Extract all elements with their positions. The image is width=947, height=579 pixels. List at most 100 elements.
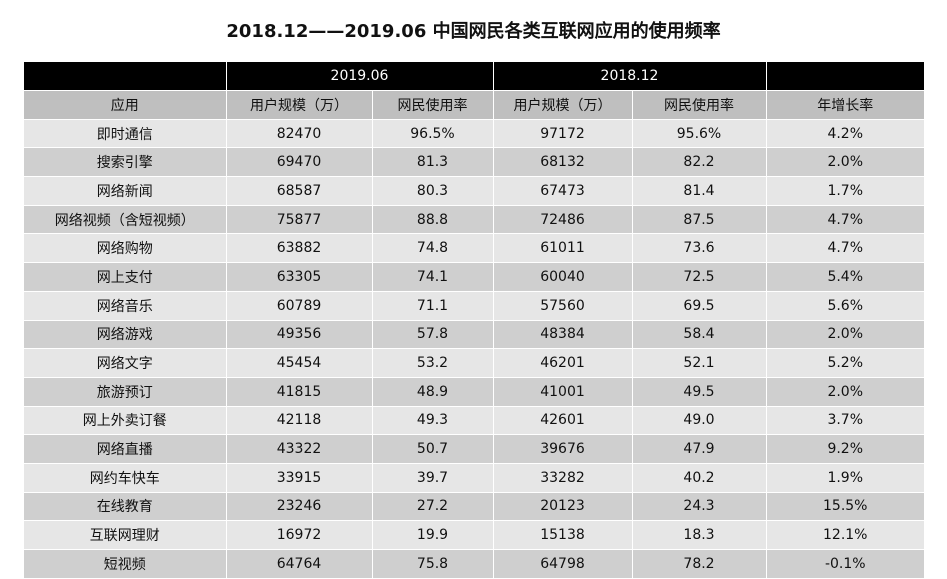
growth-cell: 3.7% [766, 406, 924, 436]
rate-2019-cell: 96.5% [372, 119, 494, 149]
data-table: 2019.06 2018.12 应用 用户规模（万） 网民使用率 用户规模（万）… [24, 62, 924, 579]
app-name-cell: 即时通信 [24, 119, 227, 149]
users-2019-cell: 16972 [226, 520, 373, 550]
rate-2019-cell: 27.2 [372, 492, 494, 522]
app-name-cell: 网络直播 [24, 434, 227, 464]
app-name-cell: 旅游预订 [24, 377, 227, 407]
app-name-cell: 网络视频（含短视频） [24, 205, 227, 235]
table-row: 网上支付 63305 74.1 60040 72.5 5.4% [24, 262, 924, 292]
app-name-cell: 网络购物 [24, 233, 227, 264]
users-2019-cell: 49356 [226, 320, 373, 350]
rate-2018-cell: 87.5 [632, 205, 767, 235]
users-2019-cell: 63882 [226, 233, 373, 264]
table-row: 即时通信 82470 96.5% 97172 95.6% 4.2% [24, 119, 924, 149]
growth-cell: 1.7% [766, 176, 924, 206]
users-2019-cell: 45454 [226, 348, 373, 378]
rate-2018-cell: 47.9 [632, 434, 767, 464]
users-2018-cell: 33282 [493, 463, 633, 493]
growth-cell: -0.1% [766, 549, 924, 579]
app-name-cell: 网上支付 [24, 262, 227, 292]
users-2019-cell: 43322 [226, 434, 373, 464]
table-row: 网上外卖订餐 42118 49.3 42601 49.0 3.7% [24, 406, 924, 436]
growth-cell: 5.4% [766, 262, 924, 292]
users-2019-cell: 75877 [226, 205, 373, 235]
app-name-cell: 短视频 [24, 549, 227, 579]
users-2018-cell: 60040 [493, 262, 633, 292]
users-2018-cell: 46201 [493, 348, 633, 378]
app-name-cell: 搜索引擎 [24, 147, 227, 178]
rate-2018-cell: 52.1 [632, 348, 767, 378]
rate-2019-cell: 75.8 [372, 549, 494, 579]
rate-2018-cell: 40.2 [632, 463, 767, 493]
rate-2018-cell: 81.4 [632, 176, 767, 206]
users-2018-cell: 20123 [493, 492, 633, 522]
rate-2018-cell: 73.6 [632, 233, 767, 264]
growth-cell: 15.5% [766, 492, 924, 522]
users-2018-cell: 39676 [493, 434, 633, 464]
users-2019-cell: 82470 [226, 119, 373, 149]
column-header-users-2019: 用户规模（万） [226, 90, 373, 120]
chart-title: 2018.12——2019.06 中国网民各类互联网应用的使用频率 [226, 21, 721, 42]
users-2018-cell: 61011 [493, 233, 633, 264]
rate-2019-cell: 48.9 [372, 377, 494, 407]
column-header-rate-2019: 网民使用率 [372, 90, 494, 120]
rate-2018-cell: 69.5 [632, 291, 767, 321]
users-2019-cell: 42118 [226, 406, 373, 436]
users-2018-cell: 72486 [493, 205, 633, 235]
rate-2018-cell: 58.4 [632, 320, 767, 350]
users-2019-cell: 69470 [226, 147, 373, 178]
rate-2018-cell: 95.6% [632, 119, 767, 149]
rate-2019-cell: 80.3 [372, 176, 494, 206]
table-row: 网络直播 43322 50.7 39676 47.9 9.2% [24, 434, 924, 464]
app-name-cell: 互联网理财 [24, 520, 227, 550]
table-row: 网络购物 63882 74.8 61011 73.6 4.7% [24, 233, 924, 264]
table-row: 网络视频（含短视频） 75877 88.8 72486 87.5 4.7% [24, 205, 924, 235]
rate-2018-cell: 82.2 [632, 147, 767, 178]
column-header-users-2018: 用户规模（万） [493, 90, 633, 120]
rate-2019-cell: 71.1 [372, 291, 494, 321]
rate-2019-cell: 49.3 [372, 406, 494, 436]
app-name-cell: 网上外卖订餐 [24, 406, 227, 436]
group-header-row: 2019.06 2018.12 [24, 62, 924, 91]
column-header-growth: 年增长率 [766, 90, 924, 120]
growth-cell: 4.2% [766, 119, 924, 149]
table-row: 搜索引擎 69470 81.3 68132 82.2 2.0% [24, 147, 924, 178]
rate-2018-cell: 49.5 [632, 377, 767, 407]
growth-cell: 2.0% [766, 147, 924, 178]
app-name-cell: 网络音乐 [24, 291, 227, 321]
growth-cell: 4.7% [766, 205, 924, 235]
growth-cell: 4.7% [766, 233, 924, 264]
users-2019-cell: 33915 [226, 463, 373, 493]
rate-2019-cell: 88.8 [372, 205, 494, 235]
users-2019-cell: 60789 [226, 291, 373, 321]
growth-cell: 5.6% [766, 291, 924, 321]
app-name-cell: 网络游戏 [24, 320, 227, 350]
table-row: 网络音乐 60789 71.1 57560 69.5 5.6% [24, 291, 924, 321]
table-row: 短视频 64764 75.8 64798 78.2 -0.1% [24, 549, 924, 579]
app-name-cell: 网络文字 [24, 348, 227, 378]
users-2019-cell: 41815 [226, 377, 373, 407]
growth-cell: 2.0% [766, 377, 924, 407]
rate-2019-cell: 53.2 [372, 348, 494, 378]
rate-2019-cell: 74.8 [372, 233, 494, 264]
column-header-row: 应用 用户规模（万） 网民使用率 用户规模（万） 网民使用率 年增长率 [24, 90, 924, 120]
users-2018-cell: 68132 [493, 147, 633, 178]
column-header-app: 应用 [24, 90, 227, 120]
users-2019-cell: 23246 [226, 492, 373, 522]
table-row: 网约车快车 33915 39.7 33282 40.2 1.9% [24, 463, 924, 493]
users-2018-cell: 97172 [493, 119, 633, 149]
rate-2018-cell: 18.3 [632, 520, 767, 550]
growth-cell: 5.2% [766, 348, 924, 378]
table-row: 网络文字 45454 53.2 46201 52.1 5.2% [24, 348, 924, 378]
rate-2019-cell: 39.7 [372, 463, 494, 493]
growth-cell: 12.1% [766, 520, 924, 550]
users-2019-cell: 68587 [226, 176, 373, 206]
users-2018-cell: 42601 [493, 406, 633, 436]
rate-2018-cell: 72.5 [632, 262, 767, 292]
users-2019-cell: 64764 [226, 549, 373, 579]
growth-cell: 9.2% [766, 434, 924, 464]
app-name-cell: 在线教育 [24, 492, 227, 522]
rate-2018-cell: 24.3 [632, 492, 767, 522]
table-row: 互联网理财 16972 19.9 15138 18.3 12.1% [24, 520, 924, 550]
rate-2018-cell: 78.2 [632, 549, 767, 579]
